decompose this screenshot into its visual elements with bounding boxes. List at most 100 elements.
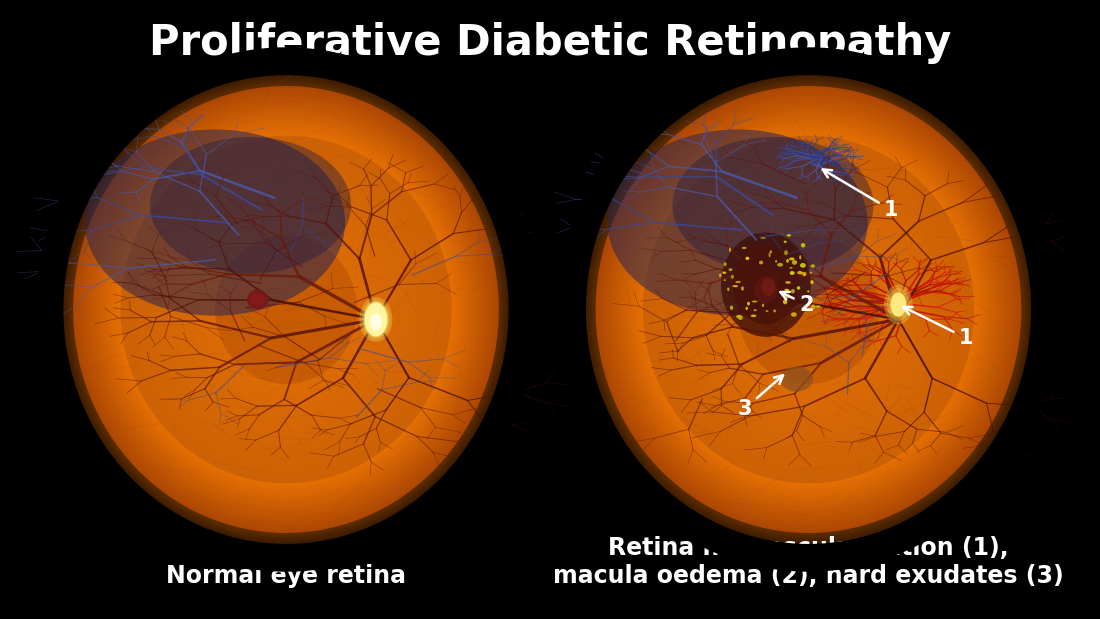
Ellipse shape (645, 138, 972, 481)
Ellipse shape (783, 283, 834, 336)
Ellipse shape (790, 267, 792, 269)
Ellipse shape (728, 225, 889, 394)
Ellipse shape (207, 227, 365, 392)
Ellipse shape (686, 181, 931, 438)
Ellipse shape (741, 239, 876, 380)
Ellipse shape (790, 391, 792, 392)
Ellipse shape (806, 308, 811, 311)
Text: 3: 3 (737, 375, 783, 419)
Ellipse shape (736, 315, 741, 318)
Ellipse shape (107, 121, 465, 498)
Ellipse shape (239, 260, 333, 359)
Ellipse shape (64, 76, 508, 543)
Ellipse shape (366, 307, 385, 332)
Ellipse shape (777, 277, 840, 342)
Ellipse shape (282, 305, 290, 314)
Ellipse shape (614, 105, 1003, 514)
Ellipse shape (801, 272, 803, 274)
Ellipse shape (785, 281, 791, 284)
Ellipse shape (224, 245, 348, 374)
Ellipse shape (69, 82, 503, 537)
Ellipse shape (637, 129, 980, 490)
Ellipse shape (126, 142, 446, 477)
Ellipse shape (55, 67, 517, 552)
Ellipse shape (720, 233, 811, 337)
Text: 2: 2 (780, 292, 814, 314)
Ellipse shape (766, 264, 851, 355)
Ellipse shape (576, 66, 1041, 553)
Ellipse shape (65, 78, 507, 541)
Ellipse shape (140, 157, 432, 462)
Ellipse shape (587, 78, 1030, 541)
Text: 1: 1 (903, 307, 974, 348)
Ellipse shape (150, 167, 422, 452)
Ellipse shape (755, 276, 778, 303)
Ellipse shape (793, 293, 824, 326)
Ellipse shape (164, 181, 408, 438)
Ellipse shape (243, 264, 329, 355)
Ellipse shape (801, 301, 816, 318)
Ellipse shape (52, 63, 520, 556)
Ellipse shape (119, 134, 453, 485)
Ellipse shape (134, 150, 438, 469)
Ellipse shape (664, 158, 953, 461)
Ellipse shape (652, 146, 965, 473)
Ellipse shape (803, 303, 814, 316)
Ellipse shape (634, 125, 983, 494)
Ellipse shape (676, 171, 940, 448)
Ellipse shape (671, 165, 946, 454)
Ellipse shape (268, 291, 304, 328)
Ellipse shape (77, 90, 495, 529)
Ellipse shape (75, 88, 497, 531)
Ellipse shape (716, 212, 901, 407)
Ellipse shape (244, 266, 328, 353)
Ellipse shape (194, 212, 378, 407)
Ellipse shape (751, 301, 758, 303)
Text: Proliferative Diabetic Retinopathy: Proliferative Diabetic Retinopathy (148, 22, 952, 64)
Ellipse shape (710, 206, 908, 413)
Ellipse shape (57, 69, 515, 550)
Ellipse shape (719, 274, 722, 277)
Ellipse shape (884, 285, 913, 324)
Ellipse shape (794, 372, 796, 373)
Ellipse shape (251, 293, 265, 306)
Ellipse shape (700, 196, 917, 423)
Ellipse shape (734, 231, 883, 388)
Ellipse shape (708, 204, 909, 415)
Ellipse shape (784, 294, 790, 298)
Ellipse shape (272, 295, 300, 324)
Ellipse shape (714, 210, 903, 409)
Ellipse shape (786, 234, 791, 236)
Ellipse shape (642, 136, 975, 483)
Ellipse shape (602, 92, 1015, 527)
Ellipse shape (785, 380, 786, 381)
Ellipse shape (698, 194, 918, 425)
Ellipse shape (770, 250, 772, 253)
Ellipse shape (364, 302, 387, 337)
Ellipse shape (102, 117, 470, 502)
Ellipse shape (615, 106, 1002, 513)
Ellipse shape (706, 202, 911, 417)
Ellipse shape (892, 295, 905, 314)
Ellipse shape (802, 265, 804, 267)
Ellipse shape (176, 194, 396, 425)
Ellipse shape (800, 263, 806, 268)
Ellipse shape (241, 262, 331, 357)
Ellipse shape (629, 121, 988, 498)
Ellipse shape (649, 142, 968, 477)
Ellipse shape (691, 185, 926, 434)
Ellipse shape (738, 315, 742, 320)
Ellipse shape (284, 308, 288, 311)
Ellipse shape (154, 171, 418, 448)
Ellipse shape (767, 266, 850, 353)
Ellipse shape (217, 237, 355, 382)
Ellipse shape (139, 154, 433, 465)
Ellipse shape (580, 69, 1037, 550)
Ellipse shape (132, 148, 440, 471)
Ellipse shape (746, 307, 748, 310)
Ellipse shape (672, 137, 873, 274)
Ellipse shape (783, 294, 786, 297)
Ellipse shape (776, 274, 842, 345)
Ellipse shape (144, 160, 428, 459)
Ellipse shape (786, 287, 830, 332)
